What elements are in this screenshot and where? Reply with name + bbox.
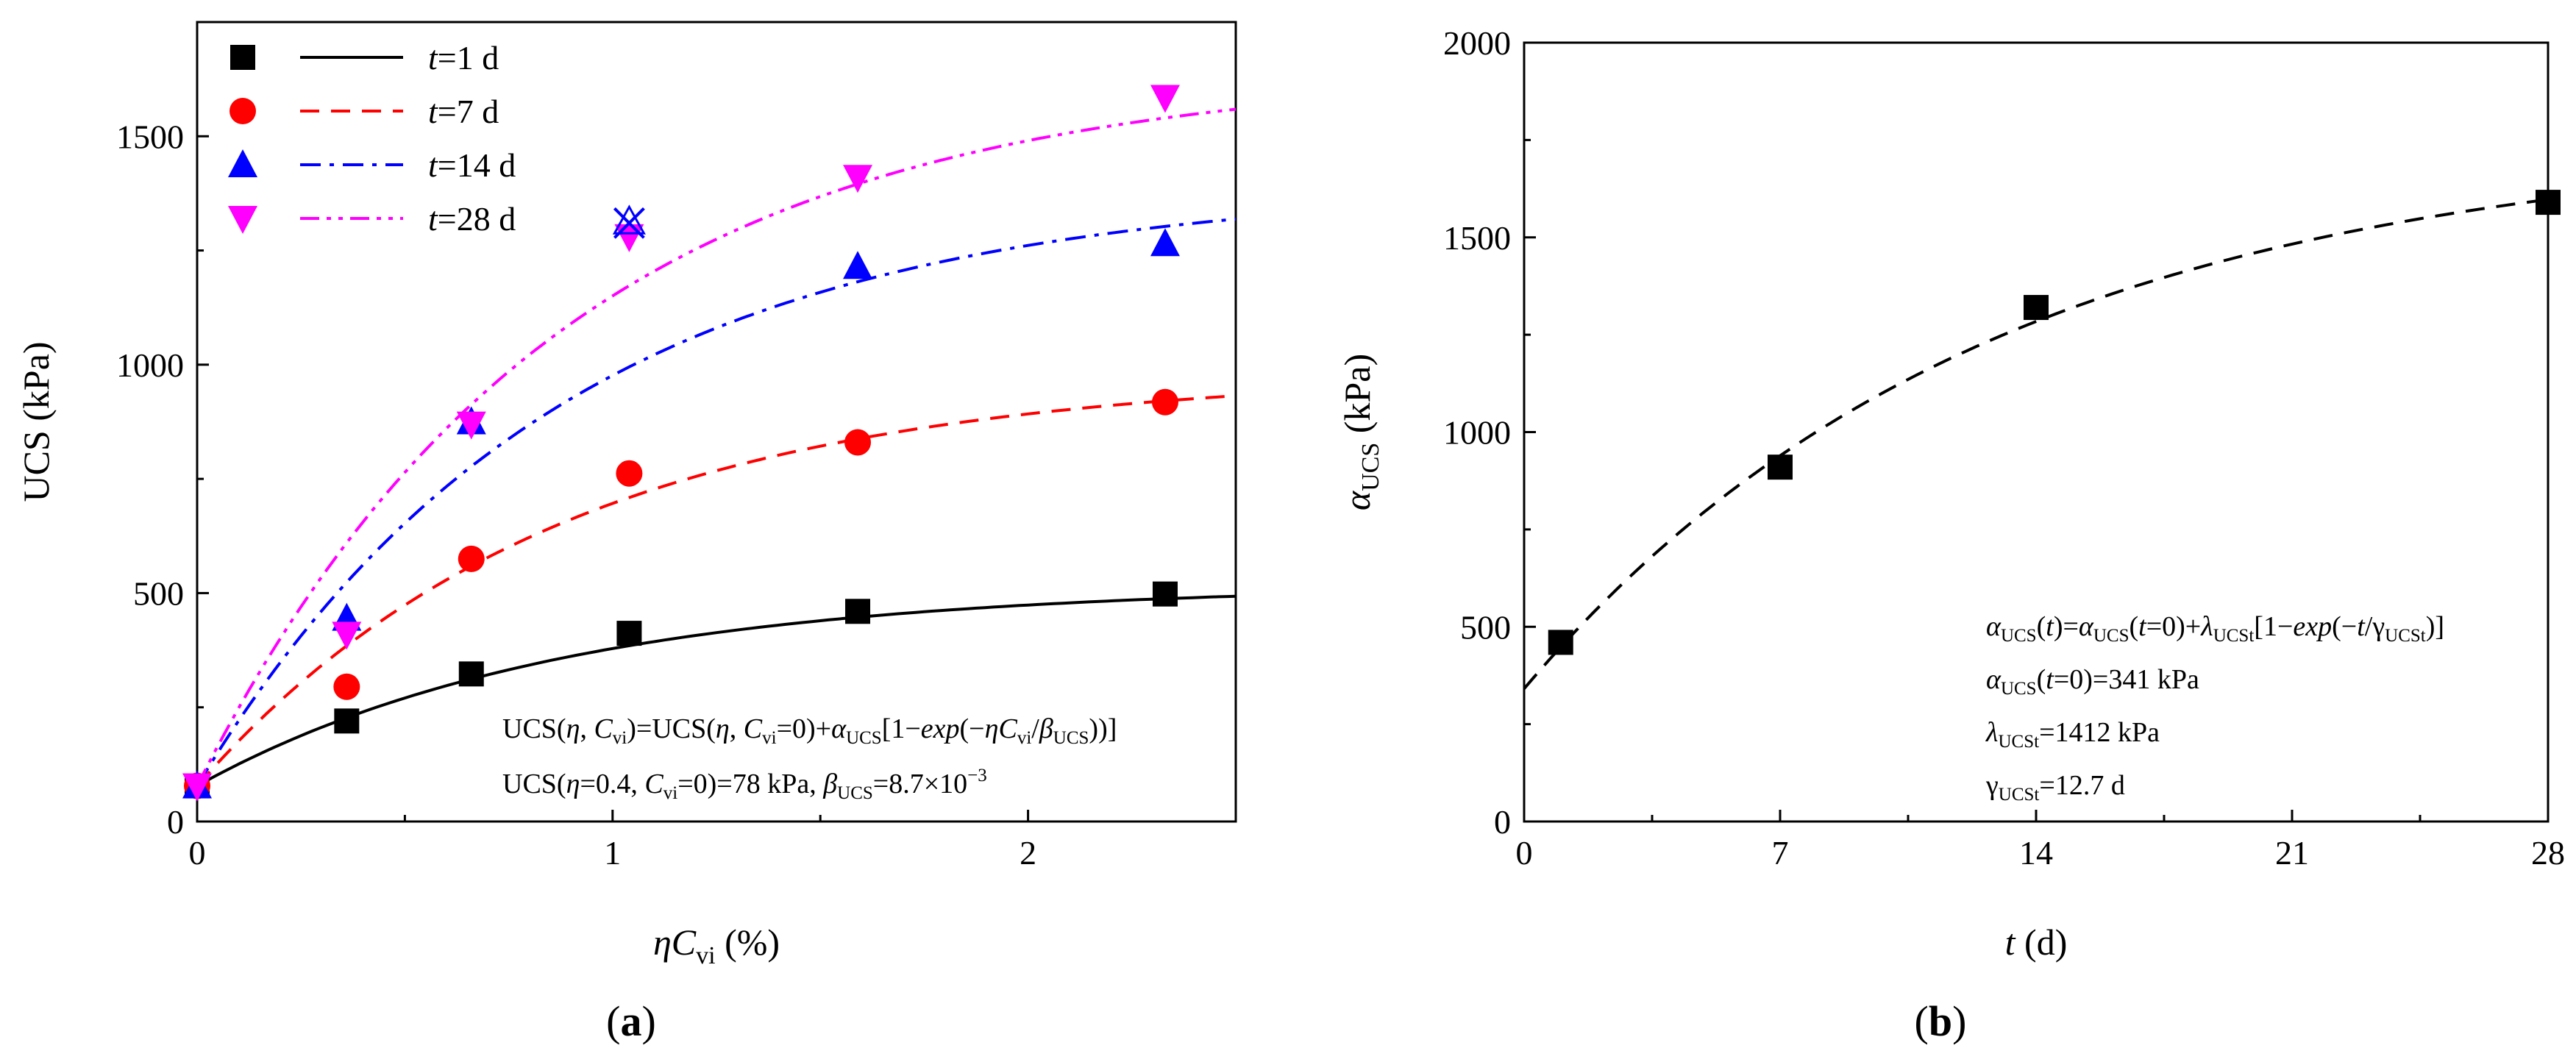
outlier-point <box>612 204 646 239</box>
x-tick-label: 21 <box>2275 834 2309 872</box>
legend-label: t=14 d <box>428 146 516 184</box>
data-point <box>1150 85 1180 113</box>
plot-frame <box>1523 41 2550 823</box>
legend-label: t=28 d <box>428 200 516 238</box>
x-tick-label: 28 <box>2531 834 2565 872</box>
data-point <box>182 773 212 802</box>
panel-label: (b) <box>1915 997 1967 1045</box>
legend-marker <box>230 45 255 70</box>
x-tick-label: 7 <box>1772 834 1789 872</box>
data-point <box>843 251 873 279</box>
data-point <box>1548 630 1573 655</box>
y-tick-label: 2000 <box>1443 24 1511 62</box>
data-point <box>614 224 644 252</box>
plot-frame <box>196 21 1237 823</box>
data-point <box>844 429 872 456</box>
equation-text: αUCS(t=0)=341 kPa <box>1986 664 2199 699</box>
legend-label: t=1 d <box>428 39 499 76</box>
y-tick-label: 1500 <box>1443 219 1511 257</box>
equation-text: γUCSt=12.7 d <box>1985 770 2125 805</box>
data-point <box>616 460 643 487</box>
data-point <box>1152 581 1178 607</box>
data-point <box>1768 455 1793 480</box>
y-axis-label: αUCS (kPa) <box>1337 354 1384 510</box>
data-point <box>458 545 485 572</box>
legend-marker <box>228 206 257 234</box>
x-axis-label: t (d) <box>2005 922 2068 963</box>
data-point <box>616 621 642 646</box>
legend-marker <box>228 149 257 177</box>
data-point <box>333 673 360 700</box>
y-tick-label: 1000 <box>1443 414 1511 452</box>
panel-a-chart: 0 1 2 0 500 1000 1500 t=1 d t=7 d t=14 d t=28 d UCS… <box>15 21 1237 1045</box>
y-tick-label: 1500 <box>116 118 184 155</box>
fit-curve <box>1523 198 2549 690</box>
data-point <box>334 708 360 734</box>
legend-label: t=7 d <box>428 93 499 130</box>
equation-text: UCS(η, Cvi)=UCS(η, Cvi=0)+αUCS[1−exp(−ηC… <box>502 713 1117 748</box>
data-point <box>845 599 871 624</box>
legend: t=1 d t=7 d t=14 d t=28 d <box>228 39 516 238</box>
x-tick-label: 0 <box>1516 834 1533 872</box>
equation-text: αUCS(t)=αUCS(t=0)+λUCSt[1−exp(−t/γUCSt)] <box>1986 611 2444 646</box>
x-axis-label: ηCvi (%) <box>653 922 780 969</box>
data-point <box>458 661 484 687</box>
y-tick-label: 1000 <box>116 346 184 384</box>
data-point <box>332 621 362 650</box>
fit-curve <box>196 394 1237 787</box>
data-point <box>456 411 486 440</box>
outlier-stroke <box>612 204 646 235</box>
data-point <box>2024 295 2049 321</box>
data-point <box>843 165 873 193</box>
fit-curve <box>196 107 1237 787</box>
panel-b-chart: 0 7 14 21 28 0 500 1000 1500 2000 αUCS(t)=αUCS(t=0… <box>1337 24 2565 1045</box>
x-tick-label: 14 <box>2019 834 2053 872</box>
data-point <box>1151 388 1178 416</box>
legend-marker <box>230 98 256 124</box>
y-tick-label: 500 <box>1460 608 1511 646</box>
y-tick-label: 500 <box>133 574 184 612</box>
fit-curve <box>196 594 1237 788</box>
x-tick-label: 1 <box>604 834 621 872</box>
x-tick-label: 2 <box>1020 834 1036 872</box>
x-tick-label: 0 <box>189 834 206 872</box>
fit-curve <box>196 217 1237 787</box>
data-point <box>2536 190 2561 215</box>
equation-text: UCS(η=0.4, Cvi=0)=78 kPa, βUCS=8.7×10−3 <box>502 766 987 803</box>
y-tick-label: 0 <box>1494 803 1511 841</box>
y-tick-label: 0 <box>167 803 184 841</box>
y-axis-label: UCS (kPa) <box>15 341 57 502</box>
equation-text: λUCSt=1412 kPa <box>1985 717 2160 752</box>
panel-label: (a) <box>606 997 656 1045</box>
data-point <box>1150 228 1180 257</box>
